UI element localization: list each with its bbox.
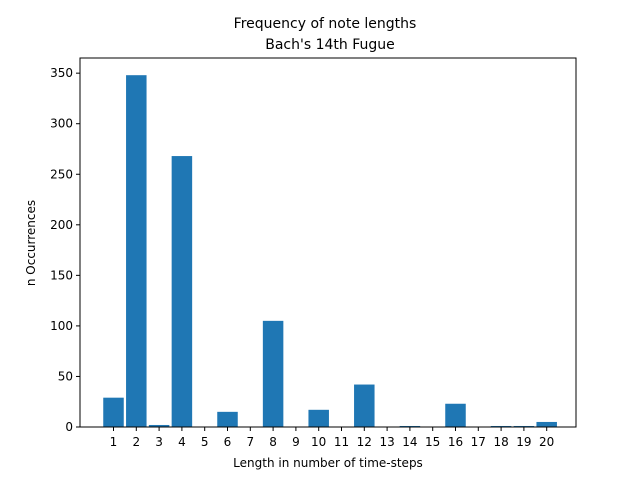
bars-group — [103, 75, 557, 427]
y-tick-label-350: 350 — [50, 66, 73, 80]
bar-4 — [171, 156, 193, 427]
x-tick-label-10: 10 — [311, 435, 326, 449]
x-axis-label: Length in number of time-steps — [233, 456, 423, 470]
x-tick-label-18: 18 — [493, 435, 508, 449]
x-tick-label-3: 3 — [155, 435, 163, 449]
x-tick-label-12: 12 — [357, 435, 372, 449]
bar-8 — [262, 320, 284, 427]
x-tick-label-13: 13 — [379, 435, 394, 449]
x-tick-label-17: 17 — [471, 435, 486, 449]
x-tick-label-1: 1 — [110, 435, 118, 449]
bar-3 — [148, 424, 170, 427]
bar-10 — [308, 409, 329, 427]
y-tick-label-250: 250 — [50, 167, 73, 181]
chart-title: Frequency of note lengths — [234, 16, 417, 32]
bar-20 — [536, 421, 557, 427]
x-tick-label-11: 11 — [334, 435, 349, 449]
y-tick-label-50: 50 — [58, 369, 73, 383]
x-ticks: 1 2 3 4 5 6 7 8 9 10 11 12 13 14 15 16 17 18 19 20 — [110, 427, 554, 449]
x-tick-label-5: 5 — [201, 435, 209, 449]
x-tick-label-7: 7 — [246, 435, 254, 449]
bar-18 — [490, 425, 512, 427]
x-tick-label-14: 14 — [402, 435, 417, 449]
x-tick-label-20: 20 — [539, 435, 554, 449]
plot-frame — [79, 57, 577, 428]
x-tick-label-16: 16 — [448, 435, 463, 449]
x-tick-label-15: 15 — [425, 435, 440, 449]
y-axis-label: n Occurrences — [24, 200, 38, 286]
y-tick-label-150: 150 — [50, 268, 73, 282]
y-ticks: 0 50 100 150 200 250 300 350 — [50, 66, 80, 434]
x-tick-label-6: 6 — [224, 435, 232, 449]
x-tick-label-8: 8 — [269, 435, 277, 449]
chart-subtitle: Bach's 14th Fugue — [265, 37, 395, 53]
x-tick-label-4: 4 — [178, 435, 186, 449]
bar-14 — [399, 425, 421, 427]
bar-16 — [445, 403, 466, 427]
x-tick-label-9: 9 — [292, 435, 300, 449]
bar-12 — [354, 384, 375, 427]
x-tick-label-19: 19 — [516, 435, 531, 449]
y-tick-label-300: 300 — [50, 117, 73, 131]
y-tick-label-200: 200 — [50, 218, 73, 232]
bar-2 — [126, 75, 147, 427]
y-tick-label-0: 0 — [65, 420, 73, 434]
x-tick-label-2: 2 — [132, 435, 140, 449]
bar-1 — [103, 397, 124, 427]
bar-6 — [217, 411, 238, 427]
bar-19 — [513, 425, 535, 427]
y-tick-label-100: 100 — [50, 319, 73, 333]
